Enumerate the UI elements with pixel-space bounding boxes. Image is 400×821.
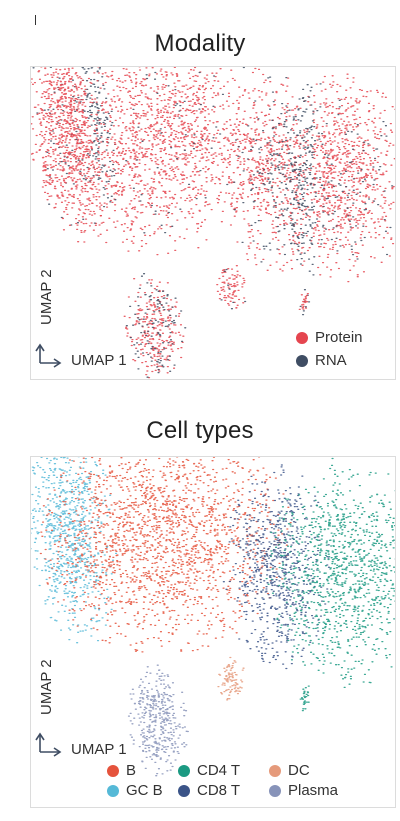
- celltypes-cluster-plasma: [127, 664, 189, 777]
- modality-umap-plot: UMAP 2 UMAP 1 Protein RNA: [30, 66, 396, 380]
- legend-swatch-protein: [296, 331, 308, 344]
- cell-types-x-axis-label: UMAP 1: [71, 741, 127, 758]
- celltypes-cluster-gc-b: [31, 457, 119, 644]
- legend-label-gc-b: GC B: [126, 782, 163, 799]
- cell-types-umap-plot: UMAP 2 UMAP 1 B GC B CD4 T CD8 T DC Plas…: [30, 456, 396, 808]
- celltypes-cluster-cd8-t: [222, 464, 331, 670]
- celltypes-cluster-dc: [217, 656, 245, 701]
- legend-swatch-cd8-t: [178, 784, 190, 797]
- legend-item-protein: Protein: [296, 329, 363, 346]
- modality-x-axis-label: UMAP 1: [71, 352, 127, 369]
- legend-item-gc-b: GC B: [107, 782, 163, 799]
- legend-item-dc: DC: [269, 762, 310, 779]
- modality-cluster-dc: [216, 265, 247, 310]
- modality-y-axis-label: UMAP 2: [38, 269, 55, 325]
- modality-cluster-b: [31, 67, 285, 256]
- legend-swatch-plasma: [269, 784, 281, 797]
- cell-types-y-axis-label: UMAP 2: [38, 659, 55, 715]
- legend-swatch-rna: [296, 354, 308, 367]
- legend-item-cd4-t: CD4 T: [178, 762, 240, 779]
- legend-label-plasma: Plasma: [288, 782, 339, 799]
- cell-types-axes-arrows: [35, 732, 62, 757]
- legend-label-rna: RNA: [315, 352, 347, 369]
- legend-item-plasma: Plasma: [269, 782, 338, 799]
- celltypes-cluster-small: [299, 685, 310, 712]
- celltypes-cluster-cd4-t: [265, 457, 395, 689]
- legend-label-dc: DC: [288, 762, 310, 779]
- modality-cluster-plasma: [123, 273, 187, 379]
- legend-item-rna: RNA: [296, 352, 347, 369]
- modality-title: Modality: [154, 30, 246, 57]
- cell-types-scatter-svg: [31, 457, 395, 777]
- legend-swatch-dc: [269, 764, 281, 777]
- legend-swatch-b: [107, 764, 119, 777]
- legend-swatch-gc-b: [107, 784, 119, 797]
- cell-types-title: Cell types: [146, 417, 254, 444]
- legend-label-cd4-t: CD4 T: [197, 762, 241, 779]
- legend-item-cd8-t: CD8 T: [178, 782, 240, 799]
- modality-cluster-cd8-t: [225, 76, 336, 272]
- modality-axes-arrows: [35, 343, 62, 368]
- corner-tick: [35, 15, 36, 25]
- modality-cluster-cd4-t: [266, 73, 395, 283]
- legend-item-b: B: [107, 762, 136, 779]
- legend-label-b: B: [126, 762, 137, 779]
- celltypes-cluster-b: [39, 457, 292, 653]
- legend-swatch-cd4-t: [178, 764, 190, 777]
- modality-cluster-gc-b: [31, 67, 117, 243]
- modality-scatter-svg: [31, 67, 395, 379]
- modality-cluster-small: [298, 289, 311, 316]
- legend-label-cd8-t: CD8 T: [197, 782, 241, 799]
- legend-label-protein: Protein: [315, 329, 363, 346]
